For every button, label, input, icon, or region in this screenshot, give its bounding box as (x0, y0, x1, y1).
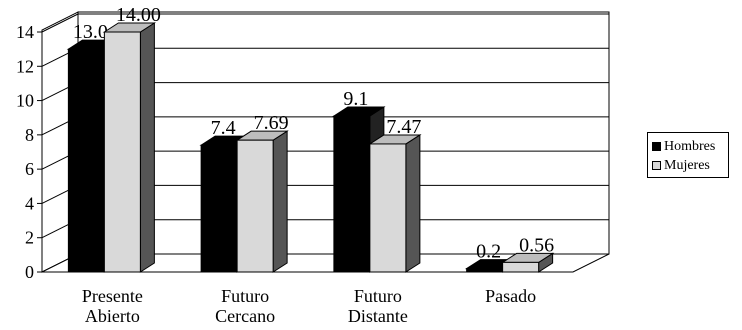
bar-hombres-2 (333, 115, 371, 273)
bar-mujeres-0-side (139, 22, 155, 273)
bar-mujeres-1 (236, 139, 274, 273)
bar-hombres-1 (200, 144, 238, 273)
bar-mujeres-2-side (405, 134, 421, 273)
y-tick-label: 12 (16, 56, 34, 76)
bar-mujeres-2 (369, 143, 407, 273)
data-label-hombres-2: 9.1 (343, 88, 368, 110)
gridline-side (41, 13, 79, 33)
legend-item-hombres: Hombres (652, 137, 728, 156)
bar-mujeres-1-side (272, 130, 288, 273)
legend: Hombres Mujeres (647, 132, 729, 178)
legend-label-hombres: Hombres (664, 138, 716, 154)
category-label-2-0: Futuro (354, 286, 402, 306)
data-label-hombres-0: 13.0 (73, 21, 108, 43)
category-label-1-0: Futuro (221, 286, 269, 306)
bar-hombres-0 (67, 48, 105, 273)
y-tick-label: 14 (16, 22, 34, 42)
bar-mujeres-0 (103, 31, 141, 273)
y-tick-label: 2 (25, 228, 34, 248)
y-tick-label: 6 (25, 159, 34, 179)
legend-label-mujeres: Mujeres (664, 157, 710, 173)
y-tick-label: 10 (16, 91, 34, 111)
y-tick-label: 0 (25, 262, 34, 282)
data-label-hombres-3: 0.2 (476, 241, 501, 263)
data-label-hombres-1: 7.4 (211, 117, 236, 139)
y-tick-label: 8 (25, 125, 34, 145)
data-label-mujeres-2: 7.47 (386, 116, 421, 138)
data-label-mujeres-0: 14.00 (116, 4, 161, 26)
category-label-1-1: Cercano (215, 306, 275, 326)
category-label-3-0: Pasado (485, 286, 536, 306)
y-tick-label: 4 (25, 193, 34, 213)
legend-item-mujeres: Mujeres (652, 156, 728, 175)
category-label-0-1: Abierto (85, 306, 140, 326)
legend-swatch-mujeres (652, 161, 661, 170)
legend-swatch-hombres (652, 142, 661, 151)
category-label-0-0: Presente (82, 286, 143, 306)
data-label-mujeres-1: 7.69 (254, 112, 289, 134)
category-label-2-1: Distante (348, 306, 408, 326)
data-label-mujeres-3: 0.56 (519, 234, 554, 256)
bar-mujeres-3 (502, 261, 540, 273)
bar-hombres-3 (466, 268, 504, 273)
